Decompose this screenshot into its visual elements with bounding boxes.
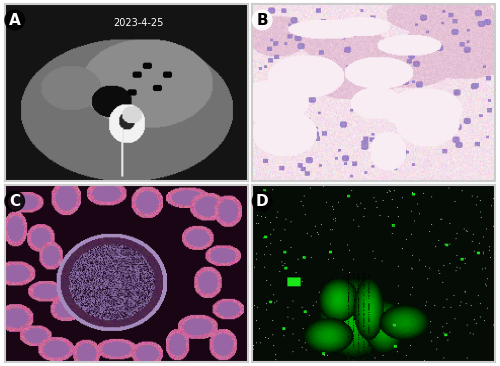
Text: 2023-4-25: 2023-4-25 bbox=[113, 18, 164, 28]
Text: C: C bbox=[9, 194, 20, 209]
Text: B: B bbox=[256, 12, 268, 27]
Text: A: A bbox=[9, 12, 20, 27]
Text: D: D bbox=[256, 194, 268, 209]
